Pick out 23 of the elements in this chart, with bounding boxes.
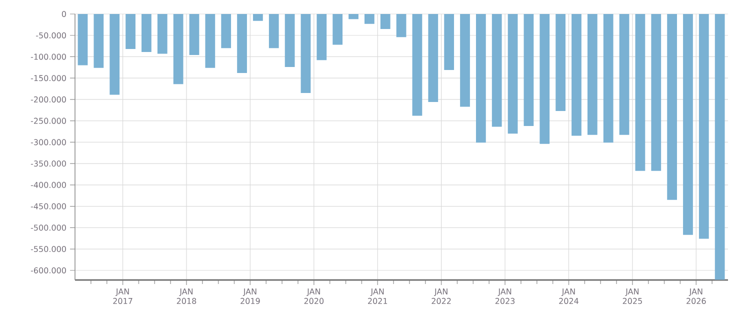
x-tick-label: JAN 2023: [495, 288, 515, 304]
y-tick-label: -200.000: [30, 96, 66, 102]
x-tick-label: JAN 2022: [432, 288, 451, 304]
y-tick-label: -100.000: [30, 54, 66, 60]
y-tick-label: -400.000: [30, 182, 66, 188]
y-tick-label: -450.000: [30, 203, 66, 210]
x-tick-label: JAN 2019: [240, 288, 260, 304]
y-tick-label: -600.000: [30, 267, 66, 274]
x-tick-label: JAN 2020: [304, 288, 324, 304]
y-tick-label: 0: [62, 10, 66, 18]
y-tick-label: -250.000: [30, 118, 66, 124]
x-tick-label: JAN 2017: [113, 288, 132, 304]
y-tick-label: -350.000: [30, 160, 66, 167]
y-tick-label: -500.000: [30, 224, 66, 231]
y-tick-label: -150.000: [30, 75, 66, 82]
x-tick-label: JAN 2018: [176, 288, 196, 304]
y-tick-label: -550.000: [30, 246, 66, 252]
x-tick-label: JAN 2024: [559, 288, 578, 304]
y-tick-label: -50.000: [36, 32, 66, 38]
x-tick-label: JAN 2025: [622, 288, 642, 304]
x-tick-label: JAN 2026: [686, 288, 706, 304]
x-tick-label: JAN 2021: [368, 288, 388, 304]
y-tick-label: -300.000: [30, 139, 66, 146]
